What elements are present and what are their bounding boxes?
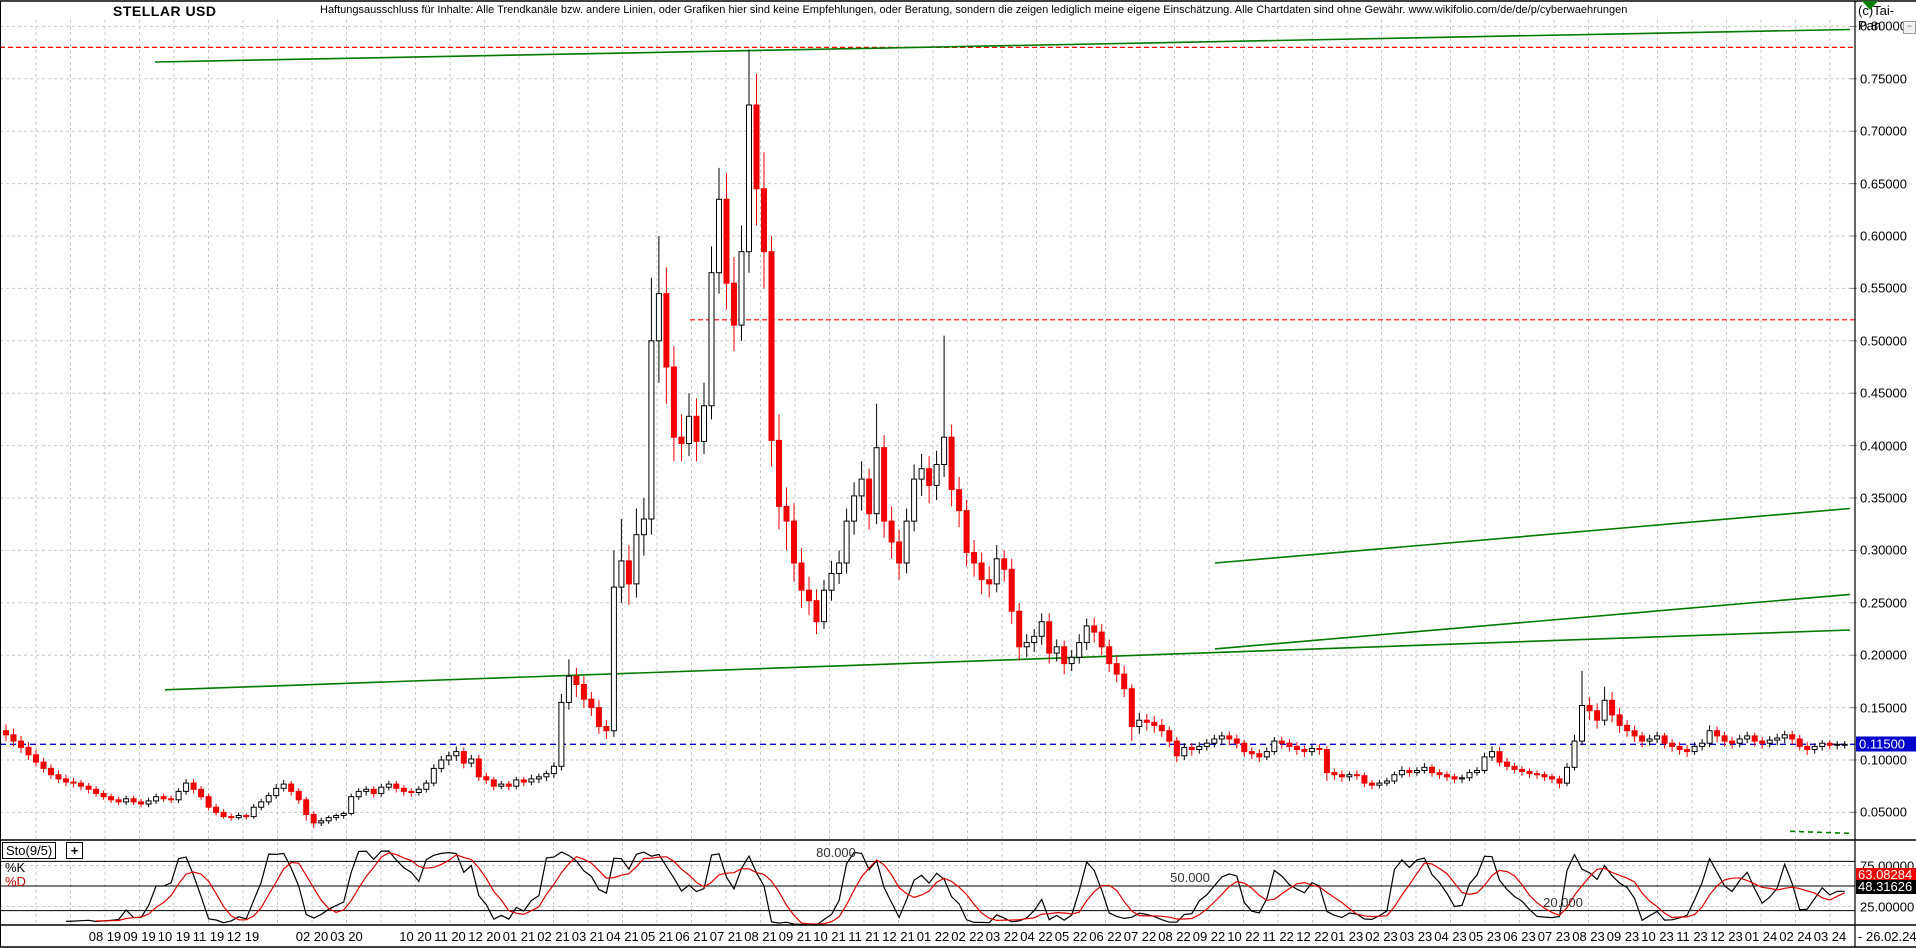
date-axis-label: 10 22 (1227, 929, 1260, 944)
date-axis-label: 01 21 (502, 929, 536, 944)
stoch-k-value-tag: 48.31626 (1856, 880, 1916, 895)
date-axis-label: 07 22 (1123, 929, 1157, 944)
price-axis-label: 0.10000 (1860, 752, 1907, 768)
date-axis-label: 11 20 (434, 929, 466, 944)
date-axis-label: 08 19 (88, 929, 122, 944)
date-axis-label: 12 22 (1296, 929, 1329, 944)
date-axis-label: 06 22 (1089, 929, 1122, 944)
price-axis-label: 0.30000 (1860, 542, 1907, 558)
price-axis-label: 0.55000 (1860, 280, 1907, 296)
add-indicator-button[interactable]: + (66, 842, 83, 859)
date-axis-label: 10 21 (813, 929, 846, 944)
date-axis-label: 03 23 (1399, 929, 1433, 944)
price-axis-label: 0.35000 (1860, 490, 1907, 506)
date-axis-label: 11 23 (1676, 929, 1708, 944)
date-axis-label: 02 21 (537, 929, 570, 944)
date-axis-label: 02 22 (951, 929, 984, 944)
date-axis-label: 03 21 (571, 929, 605, 944)
price-axis-label: 0.50000 (1860, 333, 1907, 349)
stoch-level-label: 20.000 (1543, 894, 1583, 910)
date-axis-label: 01 24 (1744, 929, 1778, 944)
stoch-d-legend: %D (5, 874, 26, 889)
date-axis-label: 09 19 (123, 929, 156, 944)
date-axis-label: 12 23 (1710, 929, 1743, 944)
indicator-name-button[interactable]: Sto(9/5) (2, 842, 57, 859)
date-axis-label: 12 19 (226, 929, 260, 944)
price-axis-label: 0.05000 (1860, 804, 1907, 820)
price-axis-label: 0.15000 (1860, 700, 1907, 716)
date-axis-label: 03 20 (330, 929, 363, 944)
price-axis-label: 0.20000 (1860, 647, 1907, 663)
symbol-title: STELLAR USD (113, 3, 217, 19)
stoch-d-value-tag: 63.08284 (1856, 868, 1916, 883)
end-date-label: 26.02.24 (1866, 929, 1916, 944)
price-axis-label: 0.60000 (1860, 228, 1907, 244)
price-axis-label: 0.65000 (1860, 176, 1907, 192)
date-axis-label: 01 22 (916, 929, 950, 944)
date-axis-label: 02 23 (1365, 929, 1398, 944)
collapse-icon[interactable]: − (1903, 21, 1916, 34)
date-axis-label: 03 24 (1813, 929, 1847, 944)
date-axis-label: 01 23 (1330, 929, 1364, 944)
date-axis-label: 08 23 (1572, 929, 1605, 944)
stoch-axis-label: 25.00000 (1860, 899, 1915, 914)
date-axis-label: 05 21 (640, 929, 674, 944)
date-axis-label: 02 20 (295, 929, 329, 944)
date-axis-label: 06 21 (675, 929, 708, 944)
date-axis-label: 06 23 (1503, 929, 1536, 944)
date-axis-separator: - (1858, 929, 1863, 944)
price-axis-label: 0.80000 (1860, 18, 1907, 34)
date-axis-label: 11 19 (192, 929, 225, 944)
current-price-tag: 0.11500 (1856, 736, 1916, 752)
date-axis-label: 02 24 (1779, 929, 1812, 944)
date-axis-label: 11 22 (1262, 929, 1294, 944)
date-axis-label: 05 23 (1468, 929, 1502, 944)
date-axis-label: 08 22 (1158, 929, 1191, 944)
date-axis-label: 04 21 (606, 929, 639, 944)
date-axis-label: 05 22 (1054, 929, 1088, 944)
price-axis-label: 0.25000 (1860, 595, 1907, 611)
date-axis-label: 10 23 (1641, 929, 1674, 944)
stoch-level-label: 80.000 (816, 845, 856, 861)
date-axis-label: 07 21 (709, 929, 743, 944)
price-axis-label: 0.75000 (1860, 71, 1907, 87)
price-axis-label: 0.40000 (1860, 438, 1907, 454)
scroll-arrow-icon[interactable] (1862, 1, 1878, 10)
date-axis-label: 09 22 (1192, 929, 1226, 944)
price-axis-label: 0.45000 (1860, 385, 1907, 401)
date-axis-label: 09 23 (1606, 929, 1640, 944)
date-axis-label: 03 22 (985, 929, 1019, 944)
date-axis-label: 11 21 (848, 929, 880, 944)
date-axis-label: 10 20 (399, 929, 432, 944)
date-axis-label: 12 21 (882, 929, 915, 944)
stoch-level-label: 50.000 (1170, 870, 1210, 885)
date-axis-label: 04 22 (1020, 929, 1053, 944)
date-axis-label: 12 20 (468, 929, 501, 944)
date-axis-label: 04 23 (1434, 929, 1467, 944)
disclaimer-text: Haftungsausschluss für Inhalte: Alle Tre… (320, 4, 1628, 16)
date-axis-label: 08 21 (744, 929, 777, 944)
date-axis-label: 07 23 (1537, 929, 1571, 944)
price-axis-label: 0.70000 (1860, 123, 1907, 139)
date-axis-label: 10 19 (157, 929, 191, 944)
date-axis-label: 09 21 (778, 929, 812, 944)
stoch-k-legend: %K (5, 860, 26, 875)
